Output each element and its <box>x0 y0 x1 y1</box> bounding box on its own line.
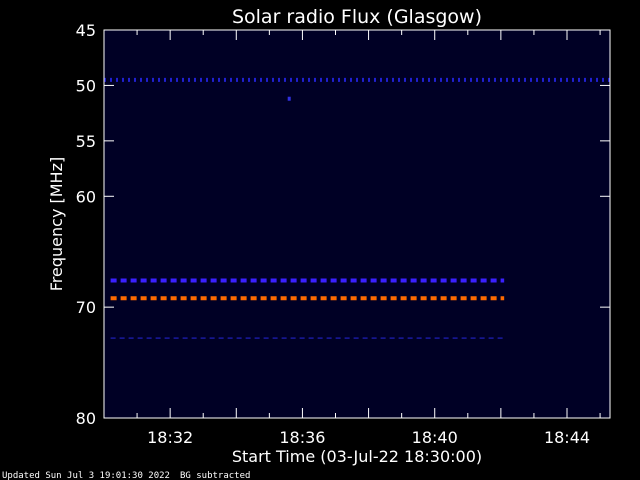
x-tick-label-2: 18:40 <box>412 428 458 447</box>
y-tick-label-0: 45 <box>76 21 96 40</box>
emission-bands <box>104 77 610 339</box>
footer-note: BG subtracted <box>180 471 250 480</box>
axes: 45 50 55 60 70 80 18:32 18:36 18:40 18:44 <box>76 21 611 447</box>
y-tick-label-1: 50 <box>76 76 96 95</box>
y-tick-label-4: 70 <box>76 298 96 317</box>
y-axis-label: Frequency [MHz] <box>47 157 66 291</box>
x-tick-label-1: 18:36 <box>279 428 325 447</box>
y-tick-label-2: 55 <box>76 132 96 151</box>
x-tick-label-3: 18:44 <box>544 428 590 447</box>
footer-updated: Updated Sun Jul 3 19:01:30 2022 <box>2 471 170 480</box>
plot-frame <box>103 29 611 419</box>
chart-title: Solar radio Flux (Glasgow) <box>232 6 482 28</box>
y-tick-label-3: 60 <box>76 187 96 206</box>
y-tick-label-5: 80 <box>76 409 96 428</box>
plot-area <box>104 30 610 418</box>
spot-0 <box>287 96 291 101</box>
emission-spots <box>287 96 291 101</box>
x-tick-label-0: 18:32 <box>147 428 193 447</box>
x-axis-label: Start Time (03-Jul-22 18:30:00) <box>232 447 482 466</box>
